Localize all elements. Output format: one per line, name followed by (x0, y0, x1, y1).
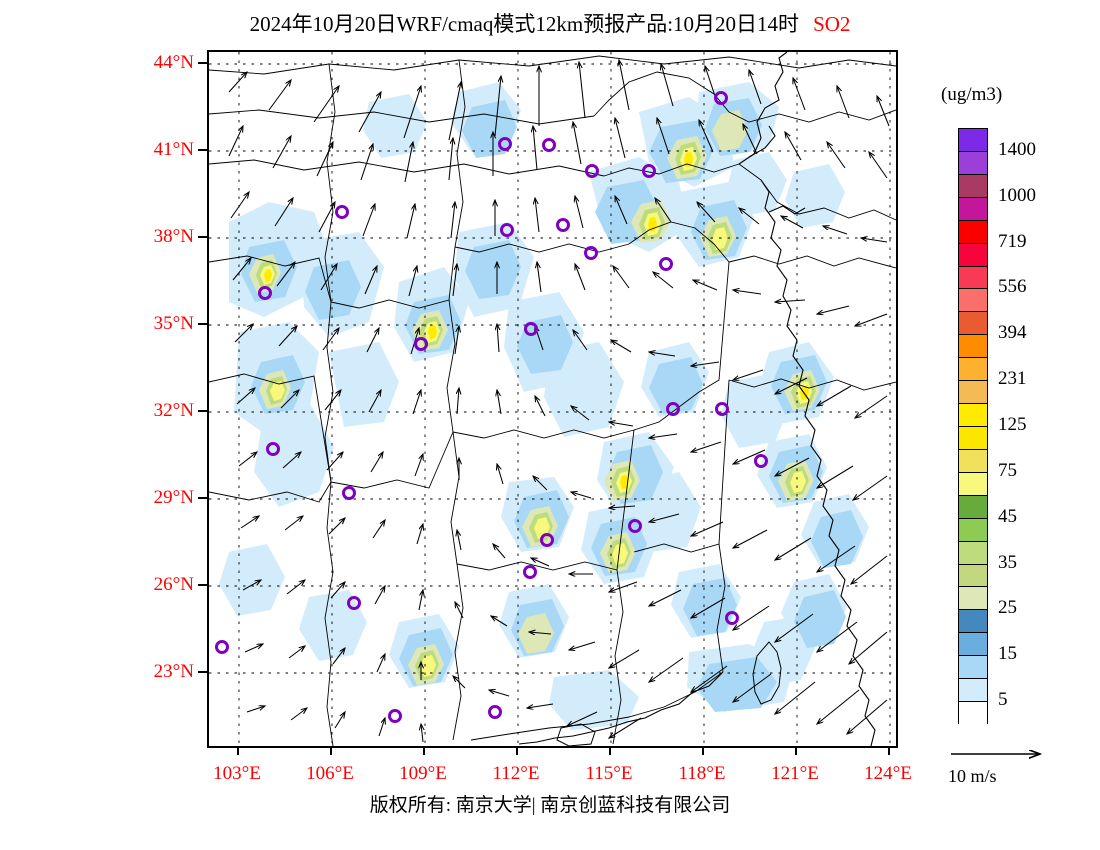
ytick-41 (198, 149, 207, 151)
xtick-label-118: 118°E (678, 763, 726, 784)
colorbar-tick-label: 125 (998, 414, 1027, 435)
colorbar-band (959, 449, 987, 473)
colorbar-band (959, 129, 987, 152)
xtick-121 (795, 746, 797, 755)
xtick-124 (888, 746, 890, 755)
xtick-label-106: 106°E (306, 763, 354, 784)
colorbar-tick-label: 1000 (998, 184, 1036, 206)
concentration-field (219, 82, 869, 730)
wind-vectors (228, 60, 890, 743)
colorbar-band (959, 151, 987, 175)
colorbar-band (959, 518, 987, 542)
chart-species-label: SO2 (813, 12, 851, 36)
colorbar-band (959, 633, 987, 657)
xtick-112 (516, 746, 518, 755)
ytick-label-26: 26°N (153, 574, 194, 595)
colorbar-band (959, 656, 987, 680)
colorbar-band (959, 587, 987, 611)
ytick-label-29: 29°N (153, 487, 194, 508)
xtick-115 (609, 746, 611, 755)
colorbar-tick-label: 75 (998, 459, 1017, 481)
ytick-label-35: 35°N (153, 313, 194, 334)
map-canvas (209, 52, 896, 746)
xtick-label-109: 109°E (399, 763, 447, 784)
xtick-118 (702, 746, 704, 755)
colorbar-band (959, 610, 987, 634)
colorbar-tick-label: 231 (998, 368, 1027, 390)
colorbar-tick-label: 556 (998, 276, 1027, 298)
xtick-label-124: 124°E (864, 763, 912, 784)
colorbar-tick-label: 394 (998, 322, 1027, 344)
colorbar-band (959, 679, 987, 703)
map-plot-area (198, 50, 898, 755)
chart-title: 2024年10月20日WRF/cmaq模式12km预报产品:10月20日14时 S… (0, 8, 1100, 38)
colorbar-band (959, 358, 987, 382)
colorbar-band (959, 472, 987, 496)
ytick-23 (198, 671, 207, 673)
colorbar-band (959, 541, 987, 565)
colorbar-band (959, 404, 987, 427)
colorbar-band (959, 335, 987, 359)
xtick-label-112: 112°E (492, 763, 540, 784)
ytick-label-32: 32°N (153, 400, 194, 421)
colorbar-band (959, 197, 987, 221)
ytick-label-44: 44°N (153, 52, 194, 73)
colorbar-tick-label: 5 (998, 689, 1008, 711)
ytick-label-38: 38°N (153, 226, 194, 247)
colorbar-tick-label: 35 (998, 551, 1017, 573)
colorbar-band (959, 243, 987, 267)
ytick-label-23: 23°N (153, 661, 194, 682)
ytick-44 (198, 62, 207, 64)
ytick-38 (198, 236, 207, 238)
colorbar-band (959, 266, 987, 290)
colorbar-band (959, 564, 987, 588)
xtick-109 (423, 746, 425, 755)
wind-scale-arrow (948, 742, 1088, 764)
ytick-label-41: 41°N (153, 139, 194, 160)
colorbar-tick-label: 25 (998, 597, 1017, 619)
xtick-103 (237, 746, 239, 755)
colorbar-band (959, 312, 987, 336)
colorbar-band (959, 495, 987, 519)
city-markers (215, 91, 768, 723)
hainan-island (556, 723, 596, 746)
ytick-32 (198, 410, 207, 412)
colorbar-tick-label: 45 (998, 505, 1017, 527)
colorbar-band (959, 220, 987, 244)
colorbar-band (959, 426, 987, 450)
colorbar-band (959, 702, 987, 725)
colorbar-band (959, 174, 987, 198)
xtick-label-103: 103°E (213, 763, 261, 784)
graticule (209, 52, 896, 746)
wind-scale-label: 10 m/s (948, 766, 997, 786)
colorbar-unit-label: (ug/m3) (941, 84, 1003, 105)
chart-title-text: 2024年10月20日WRF/cmaq模式12km预报产品:10月20日14时 (249, 12, 800, 36)
xtick-106 (330, 746, 332, 755)
xtick-label-115: 115°E (585, 763, 633, 784)
map-frame (207, 50, 898, 748)
taiwan-island (752, 641, 782, 705)
ytick-35 (198, 323, 207, 325)
ytick-26 (198, 584, 207, 586)
colorbar (958, 128, 988, 725)
colorbar-band (959, 381, 987, 405)
wind-scale-key: 10 m/s (948, 742, 1088, 787)
colorbar-tick-label: 719 (998, 230, 1027, 252)
copyright-footer: 版权所有: 南京大学| 南京创蓝科技有限公司 (369, 795, 731, 816)
colorbar-band (959, 289, 987, 313)
colorbar-tick-label: 1400 (998, 138, 1036, 160)
ytick-29 (198, 497, 207, 499)
colorbar-tick-label: 15 (998, 643, 1017, 665)
xtick-label-121: 121°E (771, 763, 819, 784)
